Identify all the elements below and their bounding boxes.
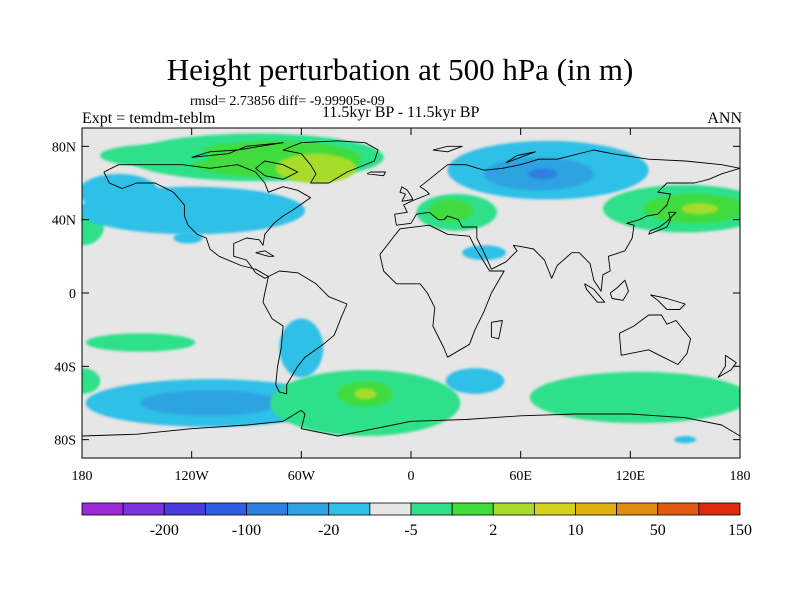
colorbar-box — [410, 502, 453, 516]
colorbar-box — [369, 502, 412, 516]
colorbar-label: 2 — [489, 522, 497, 539]
anomaly-far-sw-green — [82, 368, 101, 394]
x-tick-label: 120W — [175, 469, 210, 484]
coastline-new-guinea — [650, 294, 686, 310]
y-tick-label: 0 — [69, 287, 76, 302]
y-tick-label: 80S — [54, 434, 76, 449]
colorbar: -200 -100 -20 -5 2 10 50 150 — [81, 502, 752, 539]
anomaly-europe-core — [429, 199, 474, 222]
map-axes: 180 120W 60W 0 60E 120E 180 80N 40N 0 40S 80S — [52, 128, 751, 484]
anomaly-sw-pacific-green — [85, 333, 196, 352]
coastline-novaya-zemlya — [505, 151, 536, 164]
colorbar-box — [81, 502, 124, 516]
colorbar-box — [492, 502, 535, 516]
coastline-australia — [618, 314, 692, 365]
coastline-arctic-islands — [191, 142, 284, 158]
coastline-eurasia — [394, 149, 740, 292]
anomaly-pacific-north-green — [100, 144, 210, 167]
colorbar-box — [533, 502, 576, 516]
y-tick-label: 40N — [52, 214, 76, 229]
y-tick-label: 40S — [54, 360, 76, 375]
coastline-baffin-island — [255, 160, 299, 180]
colorbar-box — [698, 502, 741, 516]
anomaly-south-atlantic-peak — [354, 388, 377, 400]
colorbar-box — [575, 502, 618, 516]
anomaly-greenland-peak — [275, 153, 357, 183]
map-title: Height perturbation at 500 hPa (in m) — [166, 52, 634, 87]
colorbar-box — [163, 502, 206, 516]
colorbar-box — [328, 502, 371, 516]
colorbar-label: -100 — [232, 522, 261, 539]
anomaly-indian-ocean-blue — [445, 368, 505, 394]
y-tick-label: 80N — [52, 140, 76, 155]
anomaly-na-blue-west — [82, 173, 159, 211]
x-tick-label: 0 — [408, 469, 415, 484]
anomaly-south-america-blue — [279, 318, 324, 378]
coastline-new-zealand — [717, 354, 737, 378]
coastline-antarctica — [82, 409, 740, 437]
coastline-greenland — [282, 140, 379, 184]
colorbar-box — [616, 502, 659, 516]
season-label: ANN — [707, 110, 742, 127]
colorbar-label: -20 — [318, 522, 339, 539]
anomaly-se-indian-green — [529, 371, 740, 424]
coastline-svalbard — [432, 145, 463, 153]
coastlines — [82, 140, 740, 437]
anomaly-nw-pacific-peak — [681, 203, 719, 215]
x-tick-label: 60W — [288, 469, 316, 484]
x-tick-label: 120E — [616, 469, 646, 484]
period-label: 11.5kyr BP - 11.5kyr BP — [322, 104, 480, 121]
coastline-sumatra — [584, 283, 606, 303]
stats-text: rmsd= 2.73856 diff= -9.99905e-09 — [190, 94, 385, 109]
x-tick-label: 60E — [509, 469, 532, 484]
colorbar-box — [451, 502, 494, 516]
coastline-madagascar — [490, 320, 503, 340]
anomaly-south-pacific-blue-core — [140, 390, 280, 416]
colorbar-label: 150 — [728, 522, 752, 539]
colorbar-label: -200 — [150, 522, 179, 539]
coastline-iceland — [366, 171, 386, 177]
map-plot-area — [82, 128, 740, 458]
experiment-label: Expt = temdm-teblm — [82, 110, 216, 127]
coastline-japan — [648, 211, 677, 235]
coastline-north-america — [103, 164, 311, 279]
anomaly-fills — [82, 133, 740, 444]
colorbar-box — [657, 502, 700, 516]
anomaly-south-pole-blue-spot — [674, 436, 697, 444]
colorbar-label: 50 — [650, 522, 666, 539]
colorbar-label: -5 — [404, 522, 417, 539]
colorbar-box — [287, 502, 330, 516]
colorbar-box — [246, 502, 289, 516]
coastline-great-britain — [399, 186, 414, 202]
x-tick-label: 180 — [72, 469, 93, 484]
coastline-south-america — [262, 270, 348, 395]
anomaly-siberia-blue-peak — [527, 168, 558, 180]
colorbar-box — [204, 502, 247, 516]
x-tick-label: 180 — [730, 469, 751, 484]
colorbar-box — [122, 502, 165, 516]
coastline-cuba — [255, 250, 275, 257]
coastline-africa — [379, 224, 505, 358]
anomaly-pacific-blue-spot — [173, 232, 203, 244]
coastline-borneo — [609, 279, 629, 301]
colorbar-label: 10 — [568, 522, 584, 539]
